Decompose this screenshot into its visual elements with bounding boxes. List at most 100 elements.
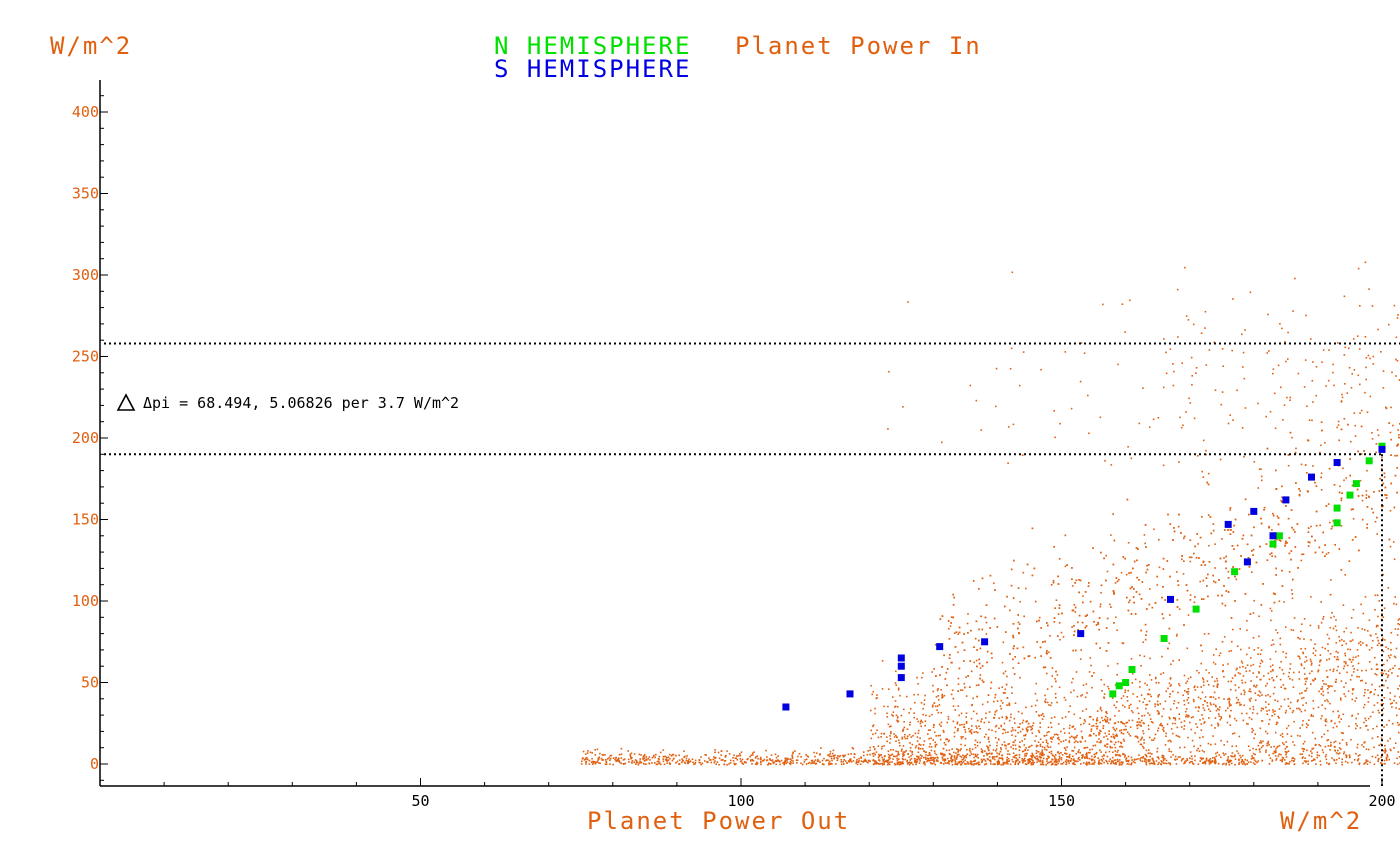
cloud-point (596, 748, 599, 751)
cloud-point (1098, 759, 1101, 761)
cloud-point (1357, 627, 1359, 629)
cloud-point (1012, 752, 1015, 754)
cloud-point (957, 677, 960, 680)
cloud-point (1360, 603, 1362, 606)
cloud-point (1200, 723, 1203, 725)
cloud-point (1303, 740, 1306, 743)
cloud-point (1324, 745, 1327, 748)
cloud-point (1343, 660, 1346, 663)
cloud-point (1387, 670, 1390, 672)
cloud-point (1073, 741, 1076, 744)
cloud-point (913, 716, 915, 719)
cloud-point (850, 753, 852, 755)
cloud-point (791, 754, 794, 757)
cloud-point (1128, 763, 1130, 766)
cloud-point (1149, 657, 1151, 660)
cloud-point (1096, 725, 1099, 728)
cloud-point (627, 750, 629, 752)
cloud-point (1064, 760, 1067, 763)
cloud-point (1052, 736, 1055, 738)
cloud-point (1378, 600, 1380, 602)
cloud-point (1185, 682, 1187, 684)
cloud-point (899, 744, 901, 747)
cloud-point (1003, 722, 1006, 725)
cloud-point (1337, 658, 1340, 661)
cloud-point (770, 754, 773, 756)
cloud-point (937, 760, 939, 762)
cloud-point (586, 752, 589, 754)
cloud-point (1157, 696, 1159, 698)
cloud-point (1148, 749, 1150, 751)
cloud-point (1153, 763, 1156, 766)
cloud-point (1389, 748, 1392, 751)
cloud-point (1275, 759, 1277, 761)
cloud-point (1265, 751, 1267, 753)
cloud-point (1057, 734, 1059, 736)
cloud-point (1246, 759, 1248, 762)
cloud-point (1230, 762, 1233, 765)
cloud-point (903, 708, 905, 711)
cloud-point (791, 756, 794, 758)
cloud-point (898, 742, 901, 744)
cloud-point (1191, 760, 1193, 763)
cloud-point (1318, 690, 1320, 693)
cloud-point (956, 748, 958, 750)
cloud-point (1302, 748, 1305, 750)
cloud-point (1247, 761, 1250, 763)
cloud-point (1017, 731, 1019, 734)
cloud-point (714, 756, 717, 759)
cloud-point (1285, 709, 1287, 712)
cloud-point (691, 758, 694, 760)
cloud-point (694, 762, 697, 764)
cloud-point (1211, 757, 1214, 759)
cloud-point (585, 763, 587, 765)
cloud-point (1045, 739, 1048, 742)
cloud-point (1194, 759, 1196, 762)
cloud-point (1348, 658, 1351, 661)
cloud-point (1238, 763, 1240, 766)
cloud-point (842, 754, 844, 757)
cloud-point (876, 729, 878, 731)
cloud-point (1207, 632, 1210, 635)
cloud-point (598, 756, 601, 759)
cloud-point (1324, 647, 1326, 650)
cloud-point (1197, 710, 1200, 712)
cloud-point (1385, 679, 1387, 682)
cloud-point (1051, 738, 1053, 740)
cloud-point (1235, 719, 1238, 722)
cloud-point (1086, 754, 1088, 756)
cloud-point (750, 754, 752, 757)
cloud-point (1174, 717, 1177, 719)
cloud-point (1316, 756, 1318, 759)
cloud-point (996, 763, 999, 765)
cloud-point (1302, 652, 1305, 655)
cloud-point (992, 763, 994, 765)
cloud-point (1210, 743, 1212, 746)
cloud-point (989, 759, 992, 762)
cloud-point (1019, 746, 1021, 748)
cloud-point (933, 758, 935, 761)
cloud-point (1284, 747, 1287, 750)
cloud-point (1037, 729, 1040, 732)
cloud-point (1286, 733, 1289, 735)
cloud-point (1075, 753, 1077, 755)
cloud-point (1258, 615, 1260, 618)
cloud-point (963, 726, 965, 728)
cloud-point (1153, 737, 1156, 740)
cloud-point (875, 761, 877, 763)
cloud-point (1223, 754, 1225, 756)
cloud-point (1007, 760, 1009, 763)
cloud-point (1387, 674, 1390, 677)
cloud-point (1305, 760, 1307, 762)
cloud-point (995, 750, 997, 752)
cloud-point (657, 760, 660, 763)
cloud-point (1215, 755, 1218, 758)
cloud-point (1114, 761, 1117, 764)
cloud-point (681, 760, 684, 762)
cloud-point (1156, 747, 1159, 750)
cloud-point (1292, 757, 1294, 759)
cloud-point (1002, 728, 1004, 731)
cloud-point (1243, 704, 1246, 707)
cloud-point (777, 755, 779, 757)
cloud-point (1241, 679, 1243, 682)
